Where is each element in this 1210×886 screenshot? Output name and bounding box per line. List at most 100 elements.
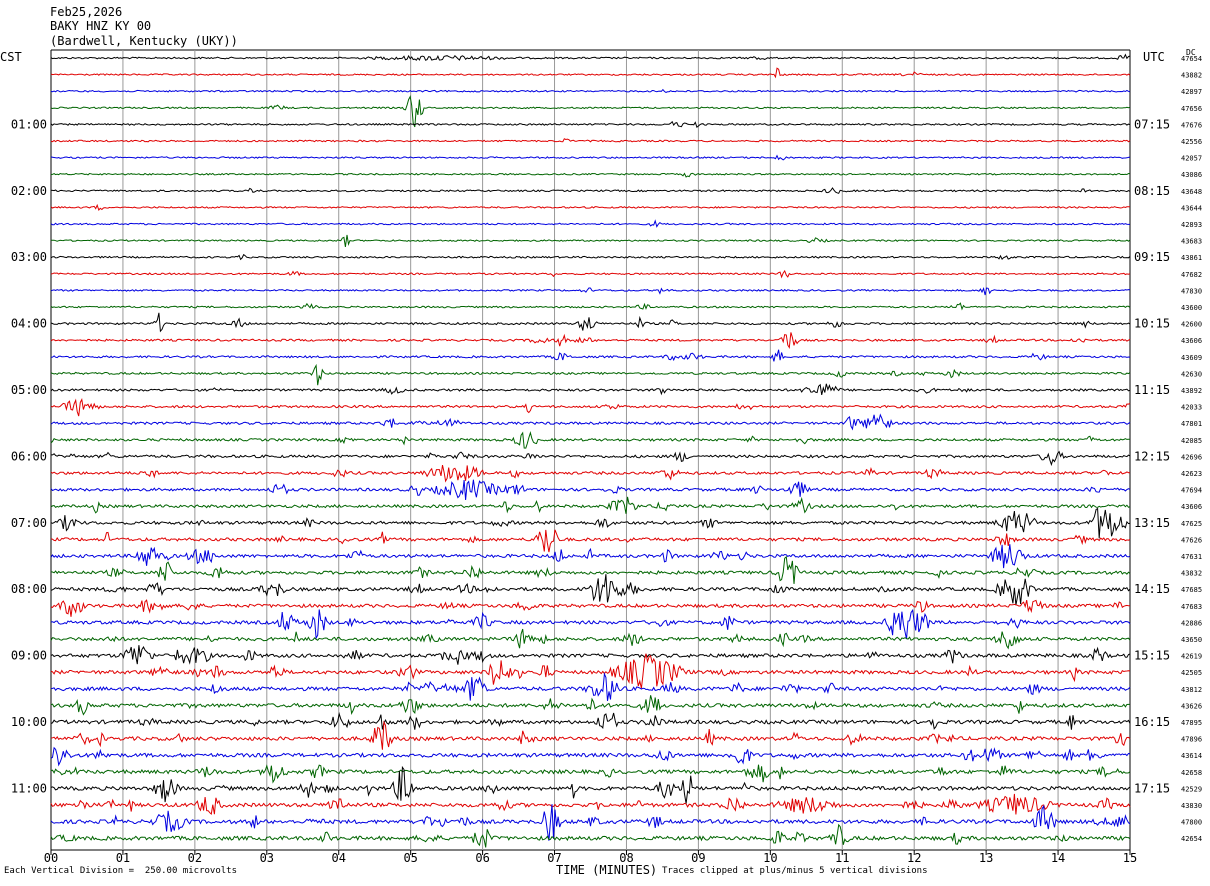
left-hour-label: 03:00 xyxy=(11,250,47,264)
dc-offset-label: 43812 xyxy=(1181,686,1202,694)
dc-offset-label: 42623 xyxy=(1181,470,1202,478)
dc-offset-label: 47895 xyxy=(1181,719,1202,727)
left-hour-label: 07:00 xyxy=(11,516,47,530)
trace-row xyxy=(50,711,1131,730)
dc-offset-label: 43626 xyxy=(1181,702,1202,710)
left-hour-label: 04:00 xyxy=(11,317,47,331)
x-tick-label: 14 xyxy=(1051,851,1065,865)
x-tick-label: 07 xyxy=(547,851,561,865)
right-hour-label: 11:15 xyxy=(1134,383,1170,397)
dc-offset-label: 43609 xyxy=(1181,354,1202,362)
right-hour-label: 17:15 xyxy=(1134,781,1170,795)
chart-grid xyxy=(50,49,1131,855)
trace-row xyxy=(50,793,1131,815)
trace-row xyxy=(50,312,1131,333)
dc-offset-label: 42529 xyxy=(1181,785,1202,793)
right-hour-label: 09:15 xyxy=(1134,250,1170,264)
trace-row xyxy=(50,88,1131,93)
dc-offset-label: 47656 xyxy=(1181,105,1202,113)
dc-offset-label: 47896 xyxy=(1181,736,1202,744)
trace-row xyxy=(50,507,1131,539)
trace-row xyxy=(50,172,1131,178)
dc-offset-label: 42556 xyxy=(1181,138,1202,146)
x-tick-label: 02 xyxy=(188,851,202,865)
right-hour-label: 10:15 xyxy=(1134,317,1170,331)
x-tick-label: 15 xyxy=(1123,851,1137,865)
trace-row xyxy=(50,529,1131,553)
left-hour-label: 02:00 xyxy=(11,184,47,198)
trace-row xyxy=(50,269,1131,279)
trace-row xyxy=(50,628,1131,650)
trace-row xyxy=(50,764,1131,784)
trace-row xyxy=(50,363,1131,386)
trace-row xyxy=(50,672,1131,701)
dc-offset-label: 42619 xyxy=(1181,653,1202,661)
station-location: (Bardwell, Kentucky (UKY)) xyxy=(50,34,238,48)
trace-row xyxy=(50,154,1131,161)
dc-offset-label: 43830 xyxy=(1181,802,1202,810)
x-tick-label: 08 xyxy=(619,851,633,865)
dc-offset-label: 47625 xyxy=(1181,520,1202,528)
x-tick-label: 01 xyxy=(116,851,130,865)
left-hour-label: 10:00 xyxy=(11,715,47,729)
clip-note: Traces clipped at plus/minus 5 vertical … xyxy=(662,866,928,876)
dc-offset-label: 43683 xyxy=(1181,238,1202,246)
dc-offset-label: 43650 xyxy=(1181,636,1202,644)
dc-offset-label: 42630 xyxy=(1181,370,1202,378)
x-tick-label: 11 xyxy=(835,851,849,865)
dc-offset-label: 47626 xyxy=(1181,536,1202,544)
trace-row xyxy=(50,804,1131,841)
dc-offset-label: 42600 xyxy=(1181,321,1202,329)
x-tick-label: 09 xyxy=(691,851,705,865)
x-tick-label: 13 xyxy=(979,851,993,865)
left-hour-label: 11:00 xyxy=(11,781,47,795)
x-tick-label: 03 xyxy=(260,851,274,865)
dc-offset-label: 43861 xyxy=(1181,254,1202,262)
dc-offset-label: 43648 xyxy=(1181,188,1202,196)
dc-offset-label: 43606 xyxy=(1181,337,1202,345)
dc-offset-label: 43832 xyxy=(1181,570,1202,578)
dc-offset-label: 47694 xyxy=(1181,487,1202,495)
dc-offset-label: 47685 xyxy=(1181,586,1202,594)
dc-offset-label: 42085 xyxy=(1181,437,1202,445)
x-tick-label: 04 xyxy=(332,851,346,865)
dc-offset-label: 47631 xyxy=(1181,553,1202,561)
trace-row xyxy=(50,599,1131,617)
dc-offset-label: 42654 xyxy=(1181,835,1202,843)
left-timezone-label: CST xyxy=(0,50,22,64)
trace-row xyxy=(50,413,1131,431)
dc-offset-label: 42033 xyxy=(1181,404,1202,412)
dc-offset-label: 42696 xyxy=(1181,453,1202,461)
dc-offset-label: 43600 xyxy=(1181,304,1202,312)
right-hour-label: 12:15 xyxy=(1134,449,1170,463)
dc-column-label: DC xyxy=(1186,48,1196,57)
dc-offset-label: 43086 xyxy=(1181,171,1202,179)
dc-offset-label: 47801 xyxy=(1181,420,1202,428)
right-timezone-label: UTC xyxy=(1143,50,1165,64)
trace-row xyxy=(50,496,1131,514)
left-hour-label: 06:00 xyxy=(11,449,47,463)
dc-offset-label: 43882 xyxy=(1181,72,1202,80)
station-code: BAKY HNZ KY 00 xyxy=(50,19,152,33)
dc-offset-label: 47682 xyxy=(1181,271,1202,279)
trace-row xyxy=(50,479,1131,500)
x-axis-title: TIME (MINUTES) xyxy=(556,863,658,877)
trace-row xyxy=(50,219,1130,228)
dc-offset-label: 43614 xyxy=(1181,752,1202,760)
trace-row xyxy=(50,464,1131,483)
x-tick-label: 06 xyxy=(475,851,489,865)
trace-row xyxy=(50,286,1131,296)
dc-offset-label: 47800 xyxy=(1181,819,1202,827)
trace-row xyxy=(51,234,1131,247)
trace-row xyxy=(50,187,1131,194)
right-hour-label: 15:15 xyxy=(1134,649,1170,663)
dc-offset-label: 43892 xyxy=(1181,387,1202,395)
trace-row xyxy=(50,645,1131,665)
trace-row xyxy=(50,430,1130,449)
right-hour-label: 13:15 xyxy=(1134,516,1170,530)
x-tick-label: 05 xyxy=(403,851,417,865)
x-tick-label: 12 xyxy=(907,851,921,865)
trace-row xyxy=(50,138,1131,143)
dc-offset-label: 42057 xyxy=(1181,155,1202,163)
